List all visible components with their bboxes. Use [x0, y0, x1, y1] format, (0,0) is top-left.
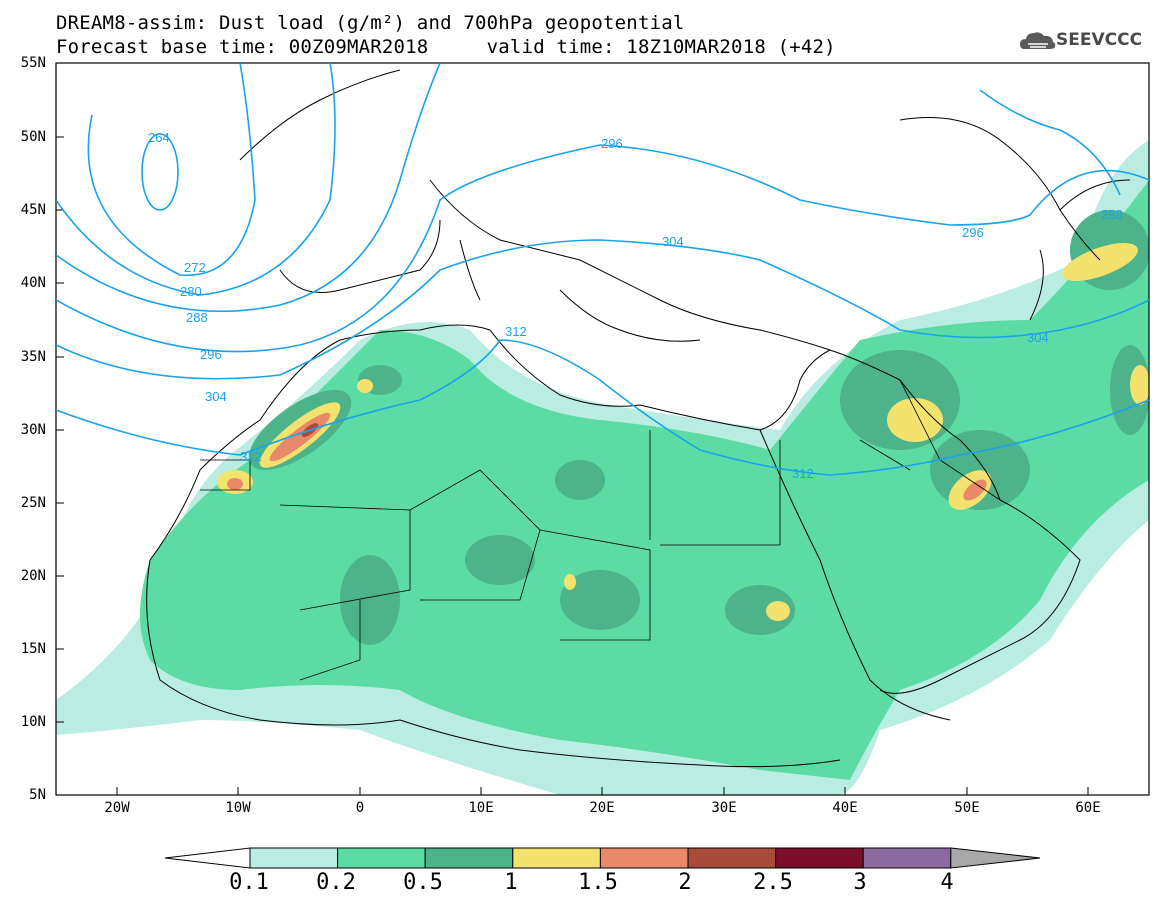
lon-label: 10W — [225, 800, 251, 816]
lon-label: 20W — [104, 800, 130, 816]
contour-label: 296 — [601, 136, 623, 151]
lat-label: 20N — [20, 568, 46, 584]
colorbar-tick-label: 2 — [678, 870, 692, 895]
contour-296 — [56, 144, 1149, 353]
contour-264 — [141, 133, 179, 211]
colorbar-tick-label: 1.5 — [578, 870, 618, 895]
lat-label: 15N — [20, 641, 46, 657]
contour-label: 296 — [200, 347, 222, 362]
lat-label: 5N — [29, 787, 46, 803]
lat-label: 45N — [20, 202, 46, 218]
map-title-line1: DREAM8-assim: Dust load (g/m²) and 700hP… — [56, 12, 685, 34]
cloud-logo-icon — [1020, 32, 1056, 49]
contour-304 — [56, 239, 1149, 380]
lat-label: 40N — [20, 275, 46, 291]
colorbar-tick-label: 0.2 — [316, 870, 356, 895]
lon-label: 60E — [1075, 800, 1101, 816]
lat-label: 10N — [20, 714, 46, 730]
contour-label-group: 264 272 280 288 296 304 312 296 304 312 … — [148, 130, 1123, 481]
contour-label: 304 — [662, 234, 684, 249]
colorbar-tick-label: 3 — [853, 870, 867, 895]
contour-label: 304 — [205, 389, 227, 404]
colorbar-tick-label: 4 — [940, 870, 954, 895]
lat-label: 35N — [20, 349, 46, 365]
map-title-line2: Forecast base time: 00Z09MAR2018 valid t… — [56, 36, 836, 58]
contour-label: 288 — [186, 310, 208, 325]
lon-label: 0 — [355, 800, 365, 816]
coastlines — [146, 69, 1131, 768]
seevccc-logo-text: SEEVCCC — [1056, 30, 1143, 50]
colorbar-tick-label: 0.1 — [229, 870, 269, 895]
contour-label: 296 — [962, 225, 984, 240]
lon-label: 40E — [832, 800, 858, 816]
geopotential-contours — [56, 63, 1149, 476]
contour-272 — [87, 63, 256, 277]
contour-label: 312 — [240, 449, 262, 464]
contour-288 — [56, 63, 441, 313]
axis-ticks — [56, 62, 1089, 795]
contour-288-east — [979, 89, 1121, 196]
contour-label: 312 — [792, 466, 814, 481]
lon-label: 50E — [954, 800, 980, 816]
contour-312 — [56, 339, 1149, 476]
lat-label: 50N — [20, 129, 46, 145]
contour-label: 280 — [180, 284, 202, 299]
lon-label: 20E — [589, 800, 615, 816]
country-borders — [200, 379, 1001, 681]
contour-280 — [56, 63, 336, 296]
contour-label: 272 — [184, 260, 206, 275]
lon-label: 30E — [711, 800, 737, 816]
colorbar-tick-label: 2.5 — [753, 870, 793, 895]
colorbar-tick-label: 0.5 — [403, 870, 443, 895]
colorbar-tick-label: 1 — [504, 870, 518, 895]
contour-label: 288 — [1101, 207, 1123, 222]
contour-label: 304 — [1027, 330, 1049, 345]
lat-label: 55N — [20, 55, 46, 71]
lon-label: 10E — [468, 800, 494, 816]
lat-label: 30N — [20, 422, 46, 438]
contour-label: 312 — [505, 324, 527, 339]
lat-label: 25N — [20, 495, 46, 511]
contour-label: 264 — [148, 130, 170, 145]
